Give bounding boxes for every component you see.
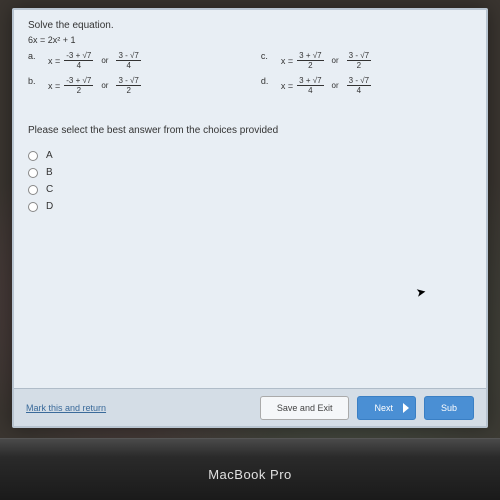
mark-return-link[interactable]: Mark this and return — [26, 403, 252, 413]
math-expression: x = 3 + √74 or 3 - √74 — [281, 76, 371, 95]
math-expression: x = 3 + √72 or 3 - √72 — [281, 51, 371, 70]
radio-icon[interactable] — [28, 202, 38, 212]
choice-label: A — [46, 150, 53, 161]
cursor-icon: ➤ — [415, 284, 427, 300]
option-letter: d. — [261, 76, 273, 86]
save-exit-button[interactable]: Save and Exit — [260, 396, 350, 420]
question-area: Solve the equation. 6x = 2x² + 1 a. x = … — [14, 10, 486, 252]
bottom-bar: Mark this and return Save and Exit Next … — [14, 388, 486, 426]
choice-label: C — [46, 184, 53, 195]
question-title: Solve the equation. — [28, 20, 472, 31]
choice-b[interactable]: B — [28, 167, 472, 178]
math-expression: x = -3 + √72 or 3 - √72 — [48, 76, 141, 95]
option-a: a. x = -3 + √74 or 3 - √74 — [28, 51, 141, 70]
math-expression: x = -3 + √74 or 3 - √74 — [48, 51, 141, 70]
next-button[interactable]: Next — [357, 396, 416, 420]
options-row-2: b. x = -3 + √72 or 3 - √72 d. x = 3 + √7… — [28, 76, 472, 95]
laptop-label: MacBook Pro — [208, 467, 292, 482]
choice-a[interactable]: A — [28, 150, 472, 161]
radio-icon[interactable] — [28, 151, 38, 161]
radio-icon[interactable] — [28, 168, 38, 178]
choice-c[interactable]: C — [28, 184, 472, 195]
options-row-1: a. x = -3 + √74 or 3 - √74 c. x = 3 + √7… — [28, 51, 472, 70]
laptop-base: MacBook Pro — [0, 438, 500, 500]
option-letter: a. — [28, 51, 40, 61]
choice-label: B — [46, 167, 53, 178]
quiz-screen: Solve the equation. 6x = 2x² + 1 a. x = … — [12, 8, 488, 428]
option-d: d. x = 3 + √74 or 3 - √74 — [261, 76, 371, 95]
option-letter: b. — [28, 76, 40, 86]
radio-icon[interactable] — [28, 185, 38, 195]
submit-button[interactable]: Sub — [424, 396, 474, 420]
option-letter: c. — [261, 51, 273, 61]
answer-choices: A B C D — [28, 150, 472, 212]
option-b: b. x = -3 + √72 or 3 - √72 — [28, 76, 141, 95]
instruction-text: Please select the best answer from the c… — [28, 125, 472, 136]
choice-label: D — [46, 201, 53, 212]
choice-d[interactable]: D — [28, 201, 472, 212]
main-equation: 6x = 2x² + 1 — [28, 35, 472, 45]
option-c: c. x = 3 + √72 or 3 - √72 — [261, 51, 371, 70]
